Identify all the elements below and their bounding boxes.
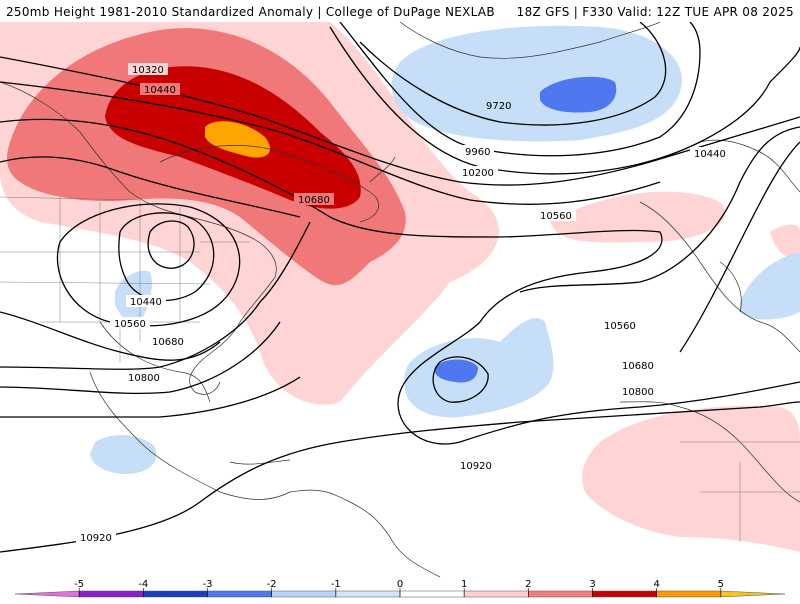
contour-label-group: 10320 10440 9720 9960 10200 10680 10560 … [76,63,730,544]
legend-color-segment [143,590,208,598]
contour-label: 10920 [80,533,112,544]
negative-anomaly-2-sigma [434,76,617,383]
contour-label: 10920 [460,461,492,472]
contour-label: 10680 [622,361,654,372]
legend-color-segment [271,590,337,598]
legend-tick-label: -1 [331,579,341,590]
contour-label: 10440 [694,149,726,160]
contour-label: 10800 [128,373,160,384]
contour-label: 10560 [604,321,636,332]
contour-label: 10200 [462,168,494,179]
legend-color-segment [656,590,722,598]
contour-label: 10440 [144,85,176,96]
legend-color-segment [78,590,144,598]
legend-tick-label: -3 [203,579,213,590]
contour-label: 10560 [114,319,146,330]
legend-color-segment [720,590,786,598]
map-canvas: 10320 10440 9720 9960 10200 10680 10560 … [0,22,800,577]
legend-color-segment [399,590,465,598]
legend-bar: -5 -4 -3 -2 -1 0 1 2 3 4 5 [14,579,786,598]
height-contours [0,22,800,553]
contour-label: 9960 [465,147,490,158]
contour-label: 10680 [298,195,330,206]
coastlines [0,22,800,577]
model-run-info: 18Z GFS | F330 Valid: 12Z TUE APR 08 202… [516,5,794,19]
map-header: 250mb Height 1981-2010 Standardized Anom… [0,0,800,22]
legend-tick-label: 2 [525,579,531,590]
anomaly-color-legend: -5 -4 -3 -2 -1 0 1 2 3 4 5 [0,577,800,600]
contour-label: 9720 [486,101,511,112]
legend-tick-label: -2 [267,579,277,590]
political-borders [0,196,800,542]
legend-tick-label: 3 [589,579,595,590]
legend-tick-label: -4 [138,579,148,590]
legend-color-segment [592,590,657,598]
legend-tick-label: 0 [397,579,403,590]
contour-label: 10800 [622,387,654,398]
anomaly-map: 10320 10440 9720 9960 10200 10680 10560 … [0,22,800,577]
positive-anomaly-4-sigma [205,121,270,158]
contour-label: 10440 [130,297,162,308]
contour-label: 10560 [540,211,572,222]
legend-tick-label: 1 [461,579,467,590]
legend-color-segment [463,590,529,598]
legend-color-segment [14,590,80,598]
legend-tick-label: -5 [74,579,84,590]
contour-label: 10320 [132,65,164,76]
legend-color-segment [528,590,593,598]
legend-color-segment [335,590,401,598]
contour-label: 10680 [152,337,184,348]
negative-anomaly-1-sigma [90,25,800,475]
legend-tick-label: 4 [653,579,659,590]
legend-tick-label: 5 [718,579,724,590]
map-title: 250mb Height 1981-2010 Standardized Anom… [6,5,495,19]
legend-color-segment [207,590,272,598]
